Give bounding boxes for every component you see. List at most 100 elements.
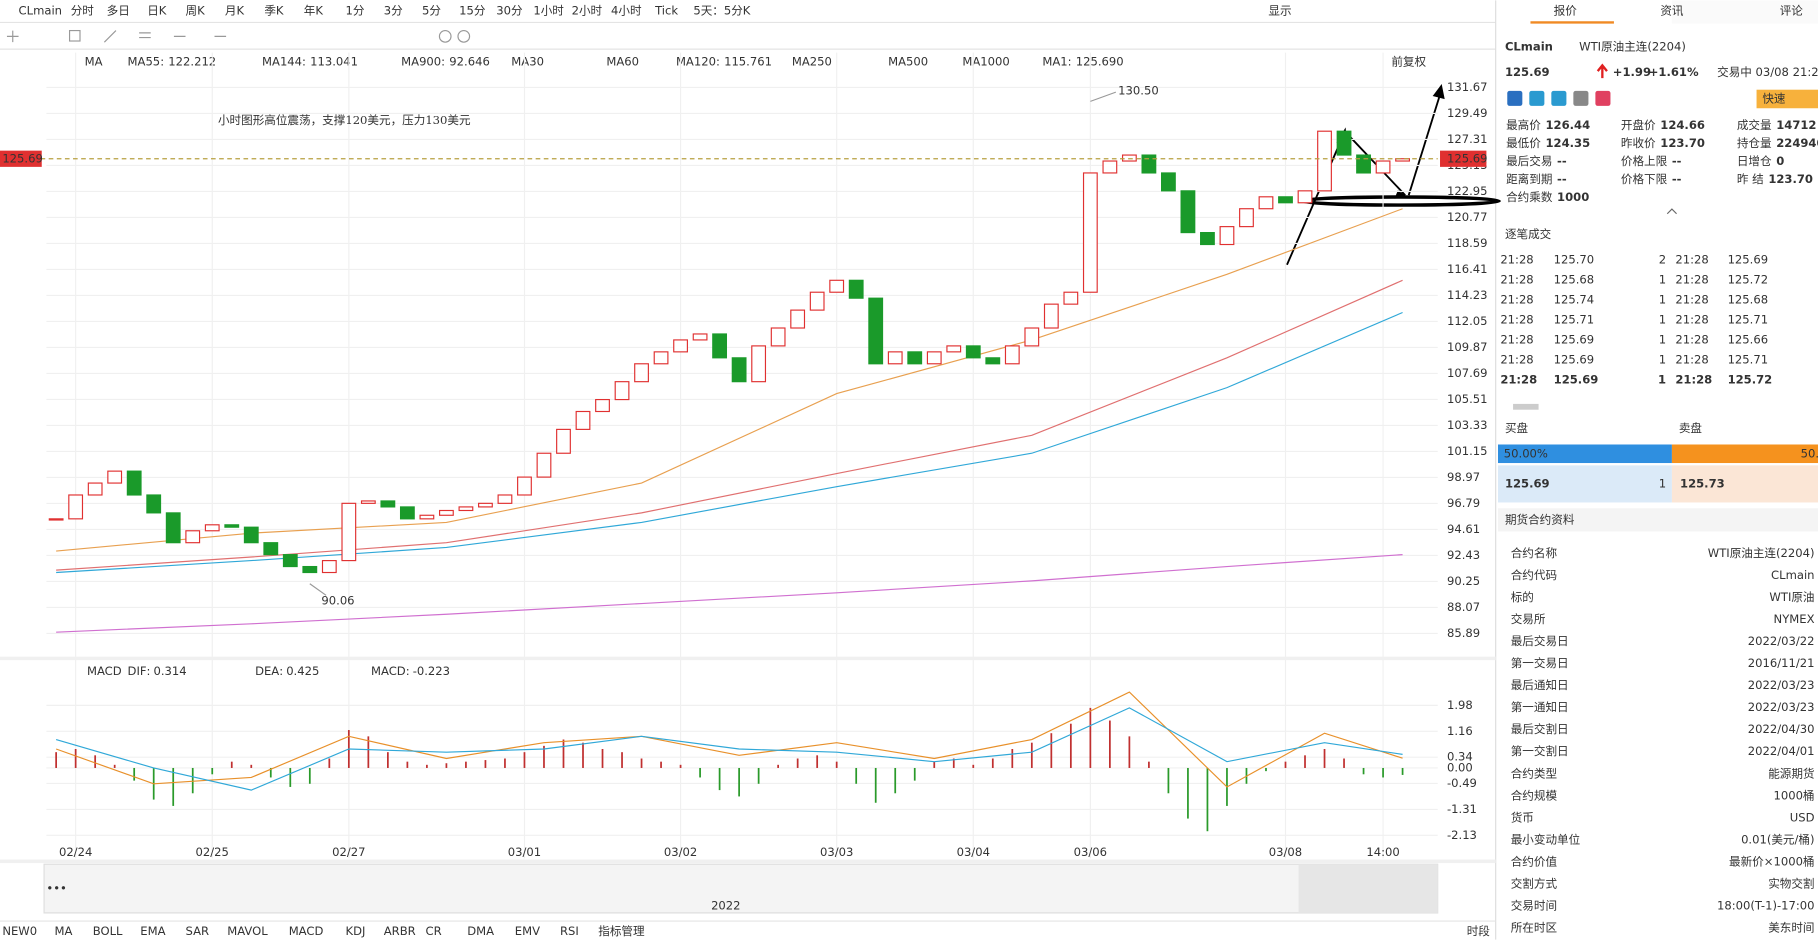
- ma-legend-name[interactable]: MA900: [401, 54, 441, 68]
- stat-value: 124.66: [1660, 118, 1705, 132]
- info-value: 1000桶: [1773, 788, 1814, 802]
- period-button[interactable]: 时段: [1467, 924, 1491, 938]
- ma-legend-name[interactable]: MA1000: [962, 54, 1009, 68]
- ma-legend-value: 115.761: [724, 54, 772, 68]
- stat-value: --: [1557, 154, 1567, 168]
- x-tick-label: 03/04: [957, 845, 990, 859]
- y-tick-label: 96.79: [1447, 496, 1480, 510]
- period-tab[interactable]: 多日: [107, 3, 130, 17]
- candle: [399, 506, 415, 520]
- annotation-note: 小时图形高位震荡，支撑120美元，压力130美元: [218, 113, 471, 127]
- indicator-tab[interactable]: ARBR: [384, 924, 416, 938]
- navigator-window[interactable]: [1298, 864, 1438, 913]
- indicator-tab[interactable]: EMA: [140, 924, 165, 938]
- sell-pct: 50.00%: [1801, 446, 1818, 460]
- adjust-button[interactable]: 前复权: [1391, 54, 1426, 68]
- macd-label[interactable]: MACD: [87, 664, 122, 678]
- candle: [985, 357, 1001, 365]
- candle: [478, 502, 493, 508]
- last-price-label: 125.69: [2, 151, 43, 165]
- period-tab[interactable]: 年K: [304, 3, 324, 17]
- period-tab[interactable]: 5分: [422, 3, 441, 17]
- buy-bar: [1497, 444, 1672, 464]
- navigator-dots[interactable]: •••: [46, 881, 67, 895]
- ma-legend-name[interactable]: MA144: [262, 54, 302, 68]
- indicator-tab[interactable]: CR: [426, 924, 442, 938]
- period-tab[interactable]: 2小时: [572, 3, 603, 17]
- info-label: 合约代码: [1511, 568, 1557, 582]
- high-marker: [1090, 91, 1117, 102]
- y-tick-label: 103.33: [1447, 418, 1488, 432]
- period-tab[interactable]: 30分: [496, 3, 523, 17]
- indicator-tab[interactable]: MAVOL: [227, 924, 268, 938]
- stat-label: 合约乘数: [1506, 190, 1553, 204]
- indicator-tab[interactable]: SAR: [186, 924, 210, 938]
- quote-icon[interactable]: [1595, 90, 1611, 106]
- period-tab[interactable]: 1小时: [533, 3, 564, 17]
- indicator-tab[interactable]: KDJ: [346, 924, 366, 938]
- ma-legend-name[interactable]: MA1: [1042, 54, 1067, 68]
- period-tab[interactable]: 日K: [147, 3, 167, 17]
- period-tab[interactable]: 1分: [346, 3, 365, 17]
- quote-icon[interactable]: [1529, 90, 1545, 106]
- candle: [165, 512, 181, 544]
- period-tab[interactable]: 周K: [186, 3, 206, 17]
- period-tab[interactable]: 15分: [459, 3, 486, 17]
- info-value: 2022/03/22: [1748, 634, 1815, 648]
- period-tab[interactable]: 月K: [225, 3, 245, 17]
- symbol[interactable]: CLmain: [19, 3, 62, 17]
- ma-legend-name[interactable]: MA30: [511, 54, 544, 68]
- candle: [1004, 345, 1020, 365]
- indicator-tab[interactable]: BOLL: [93, 924, 123, 938]
- period-tab[interactable]: 3分: [384, 3, 403, 17]
- macd-colon: :: [279, 664, 283, 678]
- quote-tab[interactable]: 评论: [1780, 3, 1804, 17]
- navigator[interactable]: [43, 863, 1439, 914]
- ma-legend-name[interactable]: MA250: [792, 54, 832, 68]
- candle: [731, 357, 747, 383]
- period-tab[interactable]: 季K: [264, 3, 284, 17]
- ma-legend-name[interactable]: MA60: [606, 54, 639, 68]
- stat-value: 124.35: [1545, 136, 1590, 150]
- y-tick-label: 105.51: [1447, 392, 1488, 406]
- fast-button[interactable]: [1756, 89, 1818, 109]
- indicator-tab[interactable]: NEW0: [2, 924, 37, 938]
- indicator-tab[interactable]: DMA: [467, 924, 494, 938]
- display-menu[interactable]: 显示: [1268, 3, 1291, 17]
- ma-legend-name[interactable]: MA120: [676, 54, 716, 68]
- quote-icon[interactable]: [1573, 90, 1589, 106]
- indicator-tab[interactable]: MACD: [289, 924, 324, 938]
- y-tick-label: 114.23: [1447, 288, 1488, 302]
- period-tab[interactable]: 5天：5分K: [693, 3, 750, 17]
- period-tab[interactable]: 4小时: [611, 3, 642, 17]
- candle: [360, 500, 376, 504]
- x-tick-label: 03/06: [1074, 845, 1107, 859]
- ma-legend-name[interactable]: MA55: [128, 54, 161, 68]
- last-price-tag: [0, 150, 42, 167]
- ma-legend-name[interactable]: MA500: [888, 54, 928, 68]
- period-tab[interactable]: 分时: [71, 3, 95, 17]
- stat-label: 持仓量: [1737, 136, 1772, 150]
- candle: [556, 428, 571, 454]
- collapse-icon[interactable]: [1666, 208, 1677, 215]
- x-tick-label: 02/25: [196, 845, 229, 859]
- scroll-bar[interactable]: [1513, 403, 1539, 410]
- fast-label[interactable]: 快速: [1762, 91, 1786, 105]
- quote-icon[interactable]: [1507, 90, 1523, 106]
- trade-cell: 125.68: [1554, 273, 1595, 287]
- quote-tab[interactable]: 报价: [1554, 3, 1578, 17]
- period-tab[interactable]: Tick: [654, 3, 678, 17]
- indicator-tab[interactable]: EMV: [515, 924, 540, 938]
- candle: [1161, 172, 1176, 192]
- ma-label[interactable]: MA: [85, 54, 103, 68]
- quote-icon[interactable]: [1551, 90, 1567, 106]
- stat-value: 126.44: [1545, 118, 1590, 132]
- indicator-tab[interactable]: 指标管理: [598, 924, 645, 938]
- quote-tab[interactable]: 资讯: [1660, 3, 1684, 17]
- y-tick-label: -0.49: [1447, 776, 1477, 790]
- indicator-tab[interactable]: MA: [54, 924, 72, 938]
- ma-legend-value: 125.690: [1076, 54, 1124, 68]
- quote-change-pct: +1.61%: [1649, 65, 1699, 79]
- trade-cell: 125.74: [1554, 293, 1595, 307]
- indicator-tab[interactable]: RSI: [560, 924, 579, 938]
